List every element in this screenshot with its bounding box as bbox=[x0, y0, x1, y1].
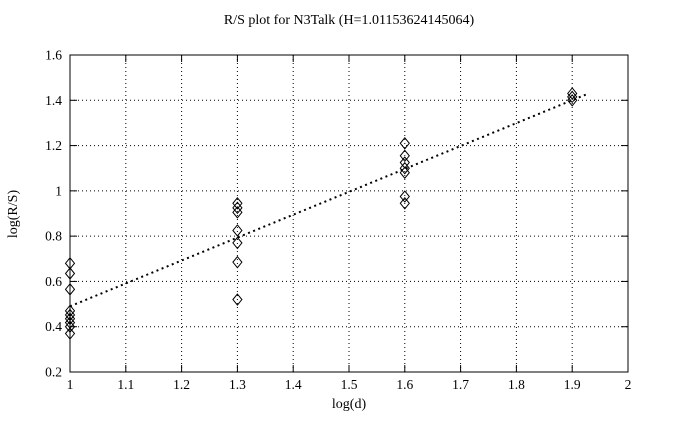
data-point-diamond bbox=[232, 201, 243, 215]
data-point-diamond bbox=[399, 137, 410, 150]
data-point-diamond bbox=[399, 161, 410, 175]
x-tick-label: 1.1 bbox=[117, 377, 134, 392]
data-point-diamond bbox=[399, 166, 410, 180]
data-point-diamond bbox=[232, 224, 243, 237]
data-point-diamond bbox=[232, 206, 243, 219]
data-point-diamond bbox=[399, 190, 410, 203]
x-tick-label: 1.8 bbox=[508, 377, 525, 392]
x-tick-label: 1.9 bbox=[564, 377, 581, 392]
data-point-diamond bbox=[64, 257, 76, 270]
x-tick-label: 2 bbox=[625, 377, 632, 392]
data-point-diamond bbox=[64, 283, 76, 296]
data-point-diamond bbox=[64, 312, 76, 326]
y-tick-label: 1.4 bbox=[45, 93, 62, 108]
y-axis-label-container: log(R/S) bbox=[4, 55, 24, 372]
trend-line bbox=[69, 92, 590, 308]
data-point-diamond bbox=[232, 293, 243, 306]
y-tick-label: 0.2 bbox=[45, 365, 62, 380]
data-point-diamond bbox=[567, 90, 578, 104]
y-axis-label: log(R/S) bbox=[6, 189, 22, 238]
data-point-diamond bbox=[232, 236, 243, 250]
x-axis-label: log(d) bbox=[331, 397, 367, 412]
x-tick-label: 1.2 bbox=[173, 377, 190, 392]
data-point-diamond bbox=[64, 267, 76, 280]
x-tick-label: 1.6 bbox=[396, 377, 413, 392]
x-tick-label: 1.5 bbox=[341, 377, 358, 392]
y-tick-label: 0.6 bbox=[45, 274, 62, 289]
data-point-diamond bbox=[567, 93, 578, 107]
y-tick-label: 1.6 bbox=[45, 48, 62, 63]
data-point-diamond bbox=[399, 197, 410, 210]
data-point-diamond bbox=[64, 327, 76, 340]
x-tick-label: 1.3 bbox=[229, 377, 246, 392]
x-tick-label: 1.7 bbox=[452, 377, 469, 392]
data-point-diamond bbox=[399, 149, 410, 163]
data-point-diamond bbox=[399, 156, 410, 169]
data-point-diamond bbox=[64, 320, 76, 334]
x-tick-label: 1 bbox=[67, 377, 74, 392]
y-tick-label: 0.4 bbox=[45, 319, 62, 334]
y-tick-label: 0.8 bbox=[45, 229, 62, 244]
y-tick-label: 1.2 bbox=[45, 138, 62, 153]
y-tick-label: 1 bbox=[55, 183, 62, 198]
x-tick-label: 1.4 bbox=[285, 377, 302, 392]
chart-title: R/S plot for N3Talk (H=1.01153624145064) bbox=[223, 13, 475, 28]
data-point-diamond bbox=[232, 197, 243, 210]
data-point-diamond bbox=[567, 87, 578, 100]
plot-border bbox=[69, 54, 629, 373]
data-point-diamond bbox=[232, 255, 243, 269]
